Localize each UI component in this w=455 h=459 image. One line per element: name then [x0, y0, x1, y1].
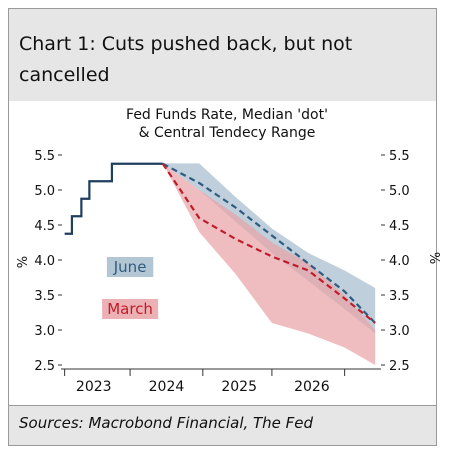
chart-labels: Fed Funds Rate, Median 'dot' & Central Te… [102, 107, 328, 319]
annotation-label-june: June [113, 258, 147, 276]
y-axis-label-left: % [16, 256, 31, 268]
series-lines [64, 162, 376, 324]
y-tick-label-left: 3.5 [34, 289, 55, 304]
y-tick-label-right: 5.0 [389, 184, 410, 199]
chart-header: Chart 1: Cuts pushed back, but not cance… [9, 9, 436, 101]
annotation-label-march: March [107, 300, 153, 318]
y-tick-label-right: 2.5 [389, 359, 410, 374]
source-text: Sources: Macrobond Financial, The Fed [19, 414, 314, 432]
y-tick-label-right: 5.5 [389, 149, 410, 164]
x-tick-label: 2026 [294, 379, 330, 395]
annotation-box-march [102, 299, 159, 319]
y-tick-label-right: 4.0 [389, 254, 410, 269]
axes: 2.5 2.5 3.0 3.0 3.5 3.5 4.0 4.0 4.5 4.5 5.0 5.0 5.5 5… [16, 149, 441, 395]
y-axis-label-right: % [426, 252, 441, 264]
y-tick-label-left: 2.5 [34, 359, 55, 374]
x-tick-label: 2024 [149, 379, 185, 395]
y-tick-label-left: 5.5 [34, 149, 55, 164]
actual-rate-line [64, 162, 163, 235]
y-tick-label-left: 3.0 [34, 324, 55, 339]
y-tick-label-left: 4.0 [34, 254, 55, 269]
x-tick-label: 2023 [76, 379, 112, 395]
source-footer: Sources: Macrobond Financial, The Fed [9, 405, 436, 445]
chart-title-line: Fed Funds Rate, Median 'dot' [126, 107, 328, 123]
y-tick-label-right: 4.5 [389, 219, 410, 234]
y-tick-label-left: 5.0 [34, 184, 55, 199]
median-dot-line-june [162, 162, 376, 324]
chart-frame: Chart 1: Cuts pushed back, but not cance… [8, 8, 437, 446]
median-dot-line-march [161, 163, 376, 324]
y-tick-label-right: 3.5 [389, 289, 410, 304]
annotation-box-june [106, 257, 154, 277]
y-tick-label-left: 4.5 [34, 219, 55, 234]
chart-title-line: & Central Tendecy Range [139, 125, 316, 141]
page-title: Chart 1: Cuts pushed back, but not cance… [19, 33, 353, 86]
range-bands [162, 163, 376, 365]
band-march [162, 163, 376, 365]
x-tick-label: 2025 [221, 379, 257, 395]
y-tick-label-right: 3.0 [389, 324, 410, 339]
